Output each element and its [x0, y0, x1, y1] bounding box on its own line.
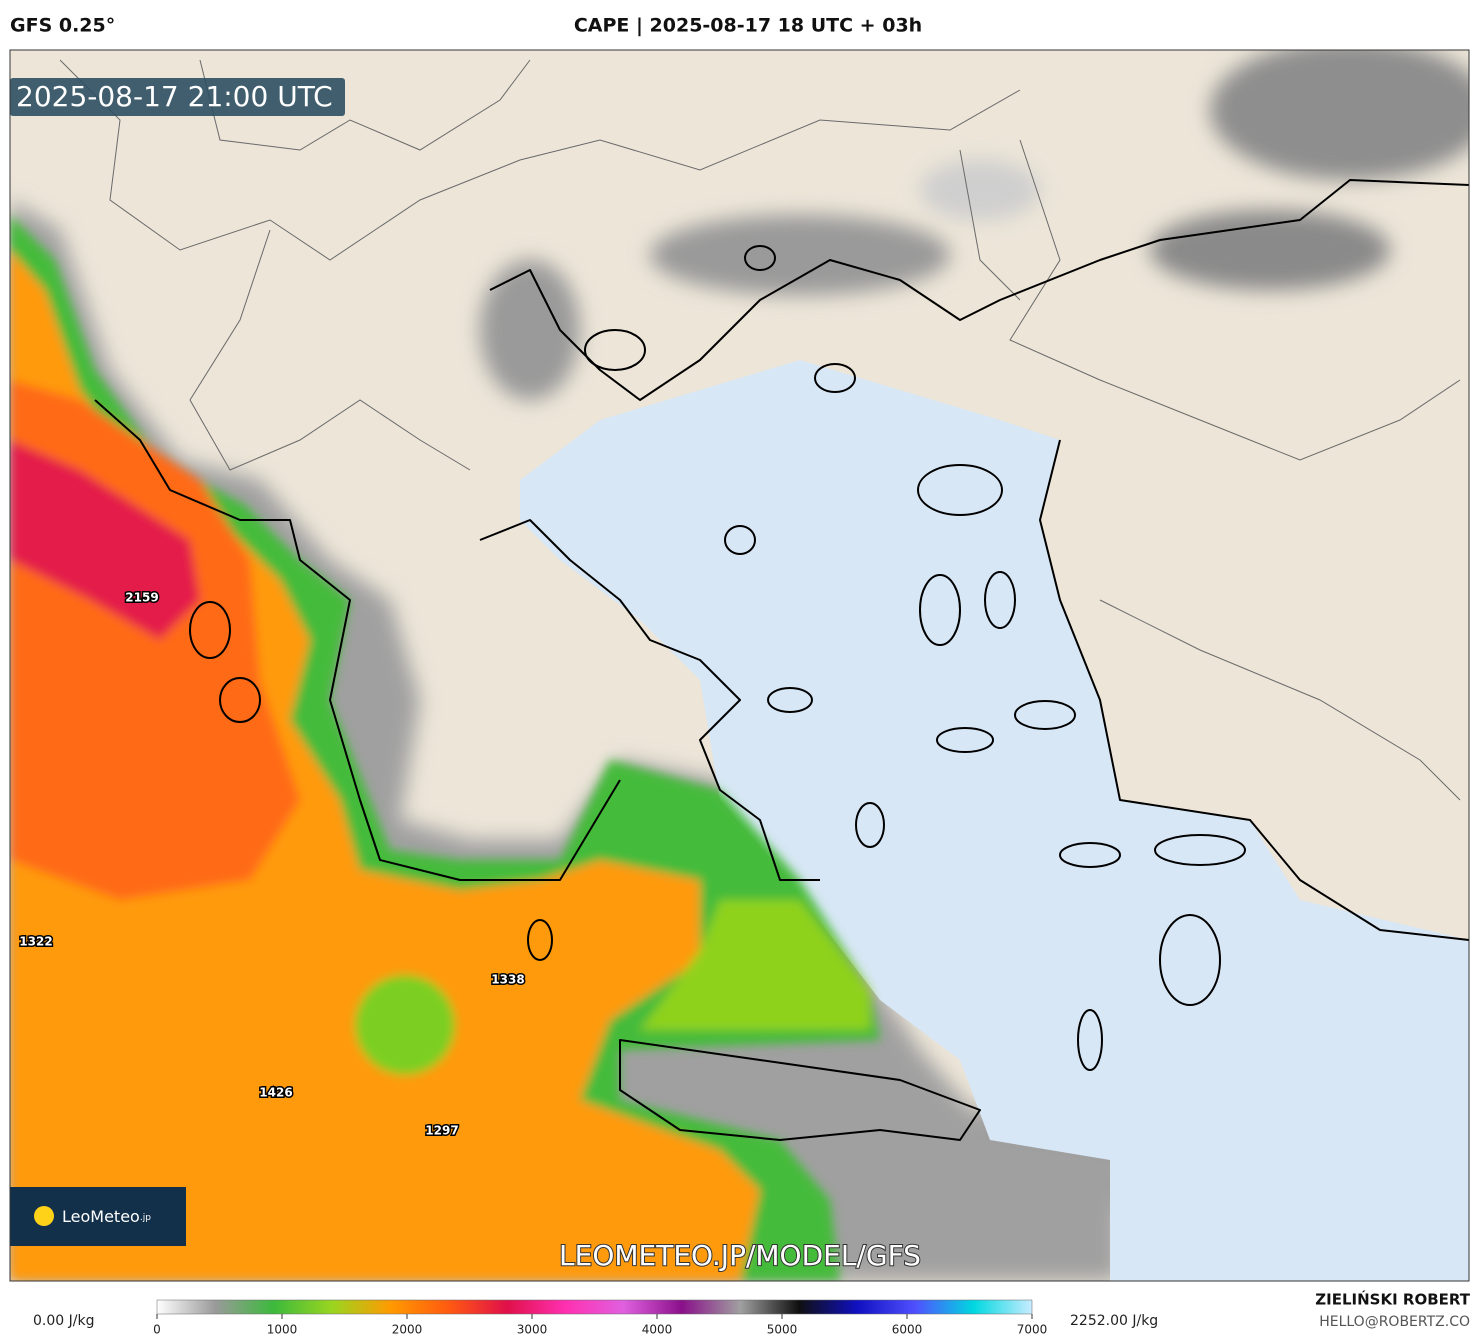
- colorbar-tick-label: 1000: [267, 1323, 298, 1337]
- borders: [59, 59, 1461, 801]
- timestamp: 2025-08-17 21:00 UTC: [16, 80, 333, 113]
- map: 2159 1322 1338 1426 1297 2025-08-17 21:00 UT…: [10, 50, 1469, 1281]
- cape-warm: [10, 215, 880, 1281]
- colorbar-ticks: 0 1000 2000 3000 4000 5000 6000 7000: [153, 1314, 1047, 1337]
- model-name: GFS 0.25°: [10, 15, 115, 37]
- timestamp-box: [10, 78, 345, 116]
- logo-sun: [34, 1206, 54, 1226]
- cape-value-label: 1322: [19, 935, 52, 949]
- logo-brand-name: LeoMeteo: [62, 1207, 140, 1226]
- logo-brand: LeoMeteo.jp: [62, 1207, 151, 1226]
- watermark: LEOMETEO.JP/MODEL/GFS: [559, 1239, 921, 1272]
- colorbar-tick-label: 2000: [392, 1323, 423, 1337]
- contact: HELLO@ROBERTZ.CO: [1319, 1314, 1470, 1330]
- map-frame: [9, 49, 1470, 1282]
- value-labels: 2159 1322 1338 1426 1297: [18, 589, 526, 1139]
- colorbar-tick-label: 7000: [1017, 1323, 1048, 1337]
- colorbar-min-label: 0.00 J/kg: [33, 1313, 94, 1329]
- colorbar-tick-label: 6000: [892, 1323, 923, 1337]
- colorbar-tick-label: 3000: [517, 1323, 548, 1337]
- cape-value-label: 1297: [425, 1124, 458, 1138]
- cape-value-label: 2159: [125, 591, 158, 605]
- colorbar-tick-label: 4000: [642, 1323, 673, 1337]
- colorbar-tick-label: 0: [153, 1323, 161, 1337]
- colorbar-max-label: 2252.00 J/kg: [1070, 1313, 1158, 1329]
- author: ZIELIŃSKI ROBERT: [1315, 1290, 1470, 1309]
- colorbar: [156, 1299, 1033, 1315]
- colorbar-tick-label: 5000: [767, 1323, 798, 1337]
- cape-value-label: 1338: [491, 973, 524, 987]
- aegean-sea: [520, 360, 1469, 1281]
- cape-value-label: 1426: [259, 1086, 292, 1100]
- coastlines: [94, 179, 1469, 1141]
- logo-suffix: .jp: [140, 1213, 151, 1223]
- map-title: CAPE | 2025-08-17 18 UTC + 03h: [574, 15, 922, 37]
